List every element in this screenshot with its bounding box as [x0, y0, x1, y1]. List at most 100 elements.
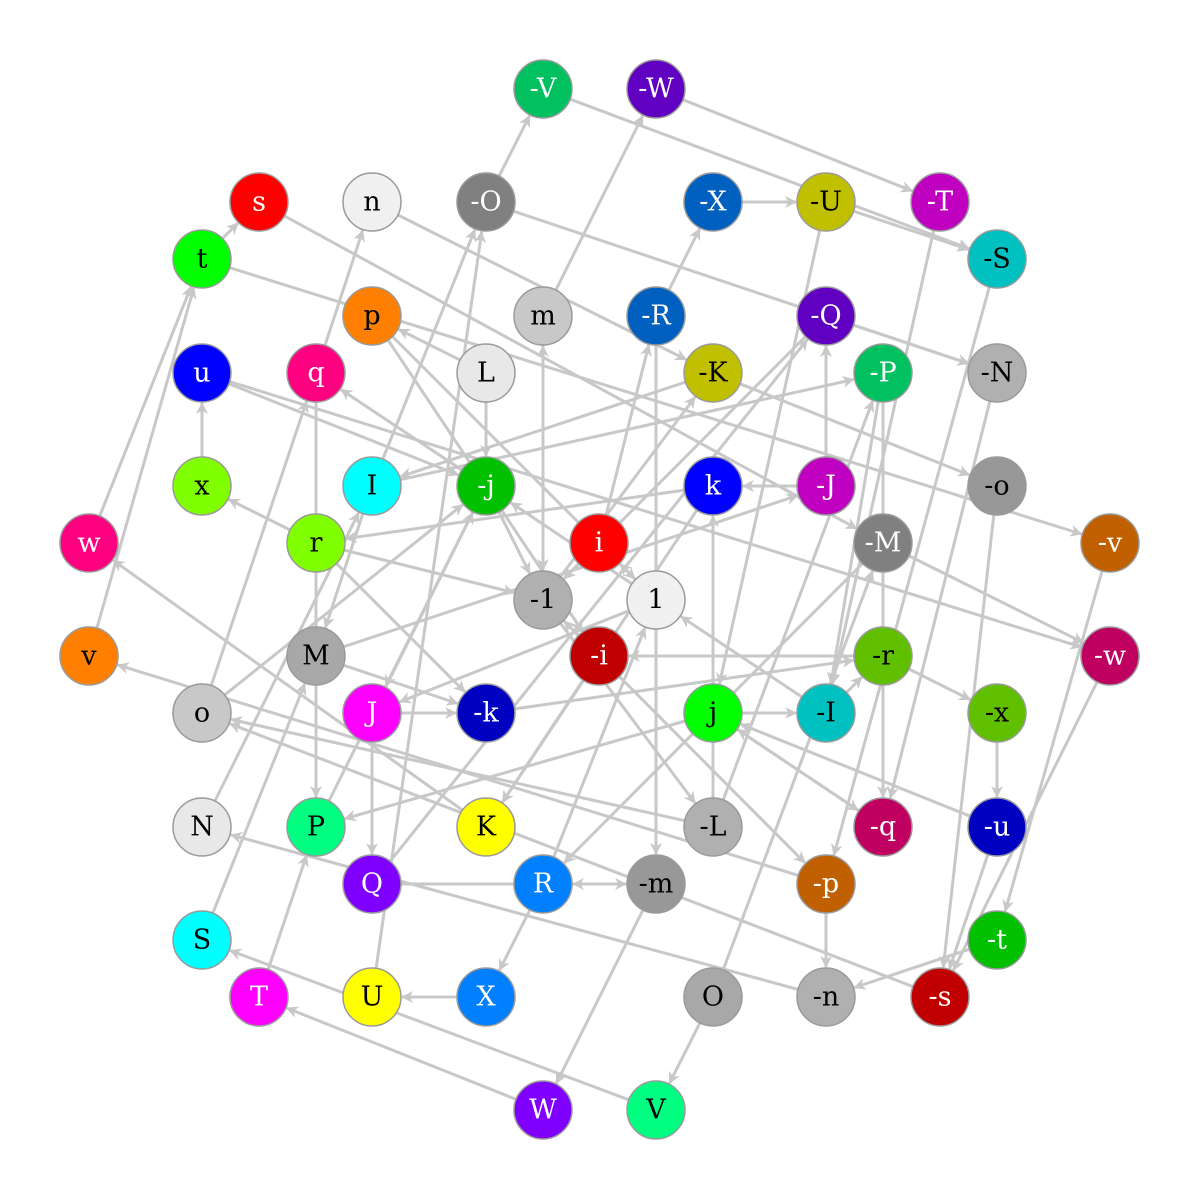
node-label: U: [361, 982, 384, 1013]
node-neg-X: -X: [683, 172, 743, 232]
node-label: -j: [477, 471, 495, 502]
node-label: -q: [870, 812, 896, 843]
edge-s-to-neg-M: [283, 214, 858, 530]
node-circle: [967, 910, 1027, 970]
edge-K-to-w: [112, 559, 464, 812]
node-1: 1: [626, 570, 686, 630]
node-label: t: [197, 244, 208, 275]
node-circle: [626, 854, 686, 914]
node-circle: [342, 854, 402, 914]
node-W: W: [513, 1080, 573, 1140]
node-circle: [796, 172, 856, 232]
node-neg-L: -L: [683, 797, 743, 857]
node-m: m: [513, 286, 573, 346]
node-label: v: [80, 641, 97, 672]
edge-neg-u-to-neg-s: [947, 854, 990, 970]
node-circle: [172, 229, 232, 289]
node-label: N: [190, 812, 214, 843]
node-neg-W: -W: [626, 59, 686, 119]
node-circle: [796, 456, 856, 516]
edge-Q-to-neg-Q: [388, 338, 809, 863]
node-label: q: [307, 358, 324, 389]
node-v: v: [59, 626, 119, 686]
node-circle: [1080, 626, 1140, 686]
edge-i-to-neg-R: [604, 344, 652, 516]
node-circle: [456, 172, 516, 232]
node-circle: [967, 797, 1027, 857]
node-neg-N: -N: [967, 343, 1027, 403]
edge-neg-j-to-neg-1: [497, 511, 531, 575]
node-neg-r: -r: [853, 626, 913, 686]
edge-neg-K-to-neg-o: [739, 382, 971, 477]
edge-R-to-X: [498, 909, 532, 972]
node-circle: [683, 967, 743, 1027]
edge-neg-v-to-neg-t: [1002, 570, 1104, 913]
edge-r-to-neg-k: [335, 562, 466, 693]
node-circle: [456, 797, 516, 857]
node-circle: [286, 513, 346, 573]
node-o: o: [172, 683, 232, 743]
node-circle: [967, 343, 1027, 403]
node-circle: [172, 797, 232, 857]
node-label: -L: [699, 812, 726, 843]
node-M: M: [286, 626, 346, 686]
node-S: S: [172, 910, 232, 970]
node-label: -U: [810, 187, 842, 218]
node-neg-T: -T: [910, 172, 970, 232]
node-circle: [513, 1080, 573, 1140]
edge-neg-M-to-neg-w: [908, 554, 1084, 644]
node-label: J: [364, 698, 378, 729]
node-label: M: [302, 641, 330, 672]
node-neg-x: -x: [967, 683, 1027, 743]
edge-neg-O-to-neg-V: [497, 114, 531, 177]
node-I: I: [342, 456, 402, 516]
edge-neg-I-to-neg-r: [845, 676, 863, 694]
node-label: p: [363, 301, 380, 332]
node-circle: [342, 683, 402, 743]
node-neg-m: -m: [626, 854, 686, 914]
edge-neg-N-to-neg-q: [887, 400, 992, 799]
node-label: R: [533, 869, 554, 900]
node-neg-P: -P: [853, 343, 913, 403]
node-circle: [626, 570, 686, 630]
node-circle: [796, 683, 856, 743]
node-label: -k: [473, 698, 499, 729]
node-U: U: [342, 967, 402, 1027]
edge-j-to-P: [343, 719, 686, 822]
node-label: -1: [530, 585, 556, 616]
node-circle: [853, 513, 913, 573]
node-circle: [286, 343, 346, 403]
edge-neg-j-to-J: [384, 511, 475, 688]
node-circle: [286, 797, 346, 857]
node-circle: [456, 456, 516, 516]
node-circle: [683, 683, 743, 743]
node-label: P: [307, 812, 325, 843]
node-circle: [853, 797, 913, 857]
node-neg-O: -O: [456, 172, 516, 232]
node-label: I: [367, 471, 378, 502]
node-circle: [172, 910, 232, 970]
node-circle: [853, 626, 913, 686]
node-circle: [456, 343, 516, 403]
node-label: -s: [929, 982, 952, 1013]
node-layer: -V -Ws n -O -X -U -Tt -Sp m -R -Qu q L -K -P -Nx I -j k -J -…: [59, 59, 1140, 1140]
node-neg-t: -t: [967, 910, 1027, 970]
node-label: -u: [984, 812, 1011, 843]
node-neg-j: -j: [456, 456, 516, 516]
edge-neg-t-to-neg-n: [853, 947, 970, 990]
node-i: i: [569, 513, 629, 573]
edge-L-to-p: [397, 328, 461, 362]
node-label: S: [193, 925, 212, 956]
node-neg-I: -I: [796, 683, 856, 743]
node-label: T: [250, 982, 268, 1013]
node-label: O: [702, 982, 724, 1013]
node-label: -J: [816, 471, 836, 502]
node-circle: [910, 967, 970, 1027]
node-neg-q: -q: [853, 797, 913, 857]
edge-neg-m-to-W: [555, 909, 645, 1085]
node-circle: [229, 967, 289, 1027]
node-neg-U: -U: [796, 172, 856, 232]
node-neg-s: -s: [910, 967, 970, 1027]
node-label: -w: [1094, 641, 1126, 672]
